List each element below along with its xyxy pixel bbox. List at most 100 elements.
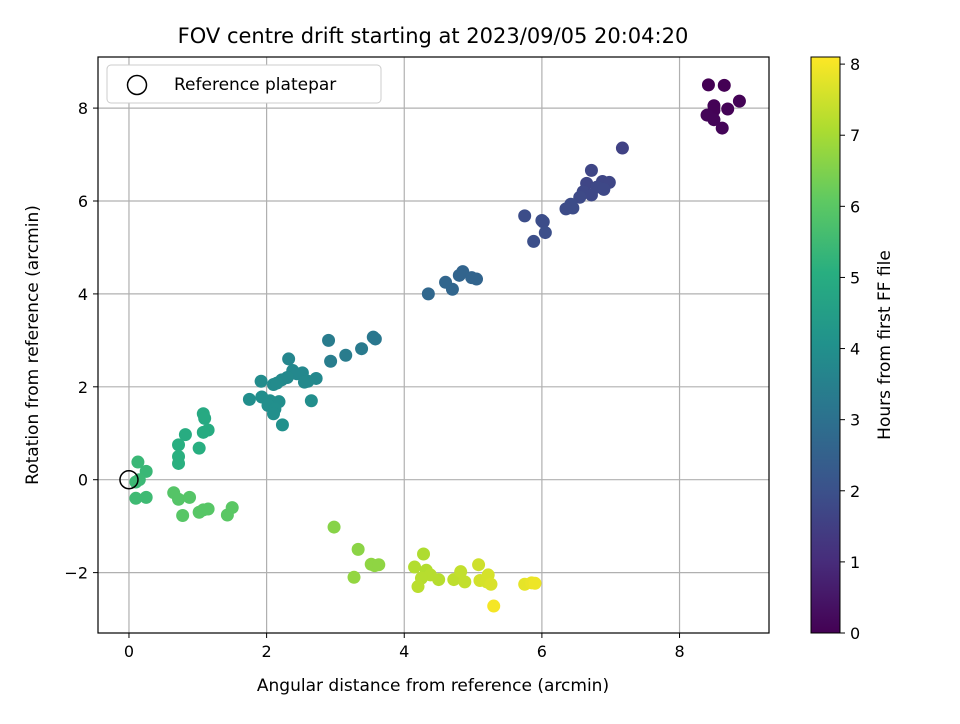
data-point <box>707 113 721 127</box>
data-point <box>351 542 365 556</box>
data-point <box>559 202 573 216</box>
data-point <box>172 492 186 506</box>
data-point <box>172 456 186 470</box>
data-point <box>458 575 472 589</box>
legend-marker-icon <box>126 74 148 96</box>
data-point <box>527 234 541 248</box>
data-point <box>131 455 145 469</box>
colorbar-tick-label: 0 <box>850 624 860 643</box>
x-axis-ticks: 0 2 4 6 8 <box>124 633 685 661</box>
colorbar-ticks: 0 1 2 3 4 5 6 7 8 <box>840 55 860 643</box>
data-point <box>178 428 192 442</box>
data-point <box>445 282 459 296</box>
data-point <box>129 491 143 505</box>
data-point <box>615 141 629 155</box>
data-point <box>470 272 484 286</box>
data-point <box>275 418 289 432</box>
data-point <box>192 441 206 455</box>
data-point <box>322 333 336 347</box>
data-point <box>242 392 256 406</box>
x-tick-label: 8 <box>674 642 684 661</box>
data-point <box>339 348 353 362</box>
data-point <box>717 78 731 92</box>
y-axis-label: Rotation from reference (arcmin) <box>23 205 43 485</box>
colorbar-tick-label: 1 <box>850 553 860 572</box>
legend-box <box>106 64 382 104</box>
data-point <box>198 411 212 425</box>
data-point <box>535 214 549 228</box>
data-point <box>454 565 468 579</box>
data-point <box>417 547 431 561</box>
x-tick-label: 0 <box>124 642 134 661</box>
data-point <box>172 438 186 452</box>
data-point <box>518 209 532 223</box>
data-point <box>372 558 386 572</box>
colorbar-tick-label: 6 <box>850 197 860 216</box>
y-tick-label: 8 <box>78 99 88 118</box>
data-point <box>411 580 425 594</box>
data-point <box>452 268 466 282</box>
data-point <box>304 394 318 408</box>
data-point <box>129 475 143 489</box>
data-point <box>573 190 587 204</box>
data-point <box>282 352 296 366</box>
x-tick-label: 2 <box>262 642 272 661</box>
y-tick-label: 2 <box>78 378 88 397</box>
y-tick-label: −2 <box>64 564 88 583</box>
data-point <box>297 375 311 389</box>
data-point <box>266 407 280 421</box>
data-point <box>196 425 210 439</box>
data-point <box>347 570 361 584</box>
data-point <box>408 560 422 574</box>
colorbar-tick-label: 2 <box>850 482 860 501</box>
colorbar-tick-label: 8 <box>850 55 860 74</box>
colorbar-tick-label: 4 <box>850 340 860 359</box>
x-axis-label: Angular distance from reference (arcmin) <box>257 676 609 696</box>
data-point <box>421 287 435 301</box>
data-point <box>368 332 382 346</box>
chart-title: FOV centre drift starting at 2023/09/05 … <box>178 24 689 48</box>
colorbar-tick-label: 7 <box>850 126 860 145</box>
colorbar-tick-label: 3 <box>850 411 860 430</box>
data-point <box>732 94 746 108</box>
data-point <box>201 502 215 516</box>
data-point <box>597 182 611 196</box>
data-point <box>584 188 598 202</box>
data-point <box>701 78 715 92</box>
colorbar-label: Hours from first FF file <box>875 250 895 440</box>
colorbar-tick-label: 5 <box>850 268 860 287</box>
data-point <box>584 163 598 177</box>
data-point <box>715 121 729 135</box>
colorbar-gradient <box>810 56 841 634</box>
gridlines <box>98 57 769 633</box>
data-point <box>254 374 268 388</box>
data-point <box>432 573 446 587</box>
colorbar: 0 1 2 3 4 5 6 7 8 Hours from first FF file <box>810 55 895 643</box>
data-point <box>139 490 153 504</box>
data-point <box>270 376 284 390</box>
data-point <box>721 102 735 116</box>
reference-marker <box>119 469 139 490</box>
y-axis-ticks: −2 0 2 4 6 8 <box>64 99 98 583</box>
y-tick-label: 4 <box>78 285 88 304</box>
data-point <box>538 226 552 240</box>
legend: Reference platepar <box>106 64 382 104</box>
data-point <box>355 342 369 356</box>
data-point <box>484 577 498 591</box>
data-point <box>528 576 542 590</box>
data-point <box>472 558 486 572</box>
data-point <box>220 508 234 522</box>
plot-frame <box>97 56 770 634</box>
legend-label: Reference platepar <box>174 75 336 95</box>
x-tick-label: 6 <box>537 642 547 661</box>
y-tick-label: 0 <box>78 471 88 490</box>
data-point <box>327 520 341 534</box>
data-point <box>324 354 338 368</box>
data-point <box>176 508 190 522</box>
data-point <box>487 599 501 613</box>
y-tick-label: 6 <box>78 192 88 211</box>
data-points <box>129 78 746 613</box>
data-point <box>183 490 197 504</box>
x-tick-label: 4 <box>399 642 409 661</box>
